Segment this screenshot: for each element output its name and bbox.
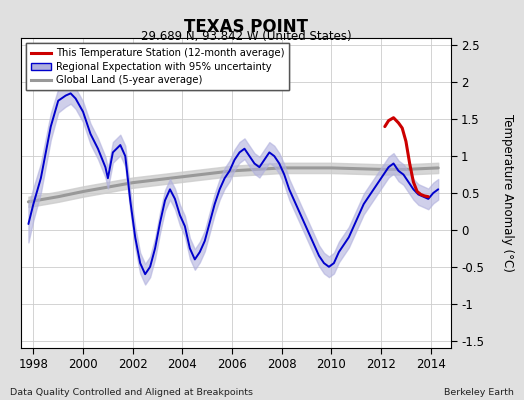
Text: TEXAS POINT: TEXAS POINT	[184, 18, 308, 36]
Legend: This Temperature Station (12-month average), Regional Expectation with 95% uncer: This Temperature Station (12-month avera…	[26, 43, 289, 90]
Text: Berkeley Earth: Berkeley Earth	[444, 388, 514, 397]
Text: 29.689 N, 93.842 W (United States): 29.689 N, 93.842 W (United States)	[141, 30, 352, 43]
Y-axis label: Temperature Anomaly (°C): Temperature Anomaly (°C)	[501, 114, 514, 272]
Text: Data Quality Controlled and Aligned at Breakpoints: Data Quality Controlled and Aligned at B…	[10, 388, 254, 397]
